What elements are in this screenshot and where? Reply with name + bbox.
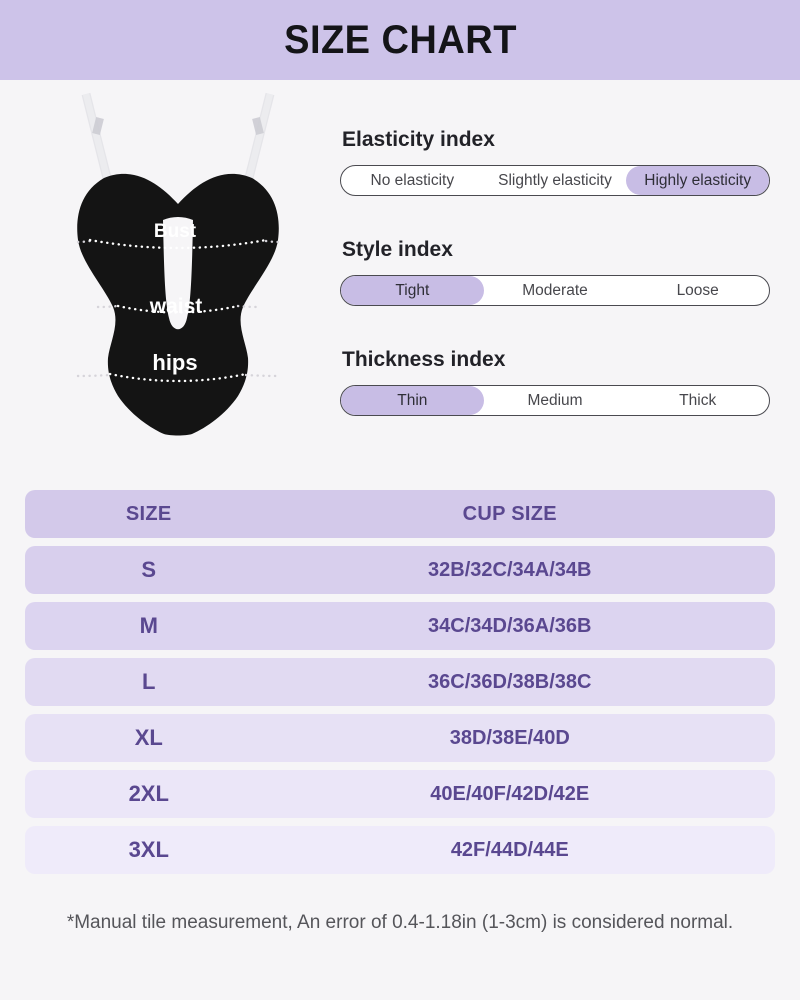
table-row: L 36C/36D/38B/38C bbox=[25, 658, 775, 706]
elasticity-index-bar: No elasticity Slightly elasticity Highly… bbox=[340, 165, 770, 196]
cup-size-cell: 32B/32C/34A/34B bbox=[428, 558, 592, 581]
elasticity-option-highly: Highly elasticity bbox=[626, 166, 769, 195]
size-cell: 2XL bbox=[128, 781, 169, 806]
bodysuit-illustration: Bust waist hips bbox=[76, 92, 282, 436]
hips-dotted-line bbox=[108, 372, 248, 383]
waist-label: waist bbox=[149, 295, 203, 318]
cup-size-cell: 42F/44D/44E bbox=[450, 838, 569, 861]
size-cell: S bbox=[141, 557, 157, 582]
bust-label: Bust bbox=[154, 221, 197, 242]
size-table: SIZE CUP SIZE S 32B/32C/34A/34B M 34C/34… bbox=[25, 490, 775, 882]
table-row: M 34C/34D/36A/36B bbox=[25, 602, 775, 650]
thickness-index-bar: Thin Medium Thick bbox=[340, 385, 770, 416]
thickness-option-thin: Thin bbox=[341, 386, 484, 415]
style-option-tight: Tight bbox=[341, 276, 484, 305]
size-cell: L bbox=[142, 669, 156, 694]
bodysuit-figure: Bust waist hips bbox=[38, 92, 318, 457]
style-index-bar: Tight Moderate Loose bbox=[340, 275, 770, 306]
bust-dotted-line bbox=[88, 238, 268, 250]
size-chart-banner: SIZE CHART bbox=[0, 0, 800, 80]
hips-label: hips bbox=[152, 350, 197, 375]
elasticity-index-title: Elasticity index bbox=[342, 128, 495, 151]
elasticity-index-group: Elasticity index No elasticity Slightly … bbox=[340, 128, 770, 196]
page-title: SIZE CHART bbox=[283, 17, 517, 62]
size-cell: XL bbox=[134, 725, 163, 750]
thickness-index-title: Thickness index bbox=[342, 348, 506, 371]
style-index-title: Style index bbox=[342, 238, 453, 261]
table-row: 3XL 42F/44D/44E bbox=[25, 826, 775, 874]
cup-size-cell: 34C/34D/36A/36B bbox=[428, 614, 592, 637]
plunge-cutout bbox=[163, 217, 193, 330]
thickness-option-thick: Thick bbox=[679, 391, 717, 409]
column-header-cup-size: CUP SIZE bbox=[462, 502, 557, 525]
cup-size-cell: 40E/40F/42D/42E bbox=[430, 782, 590, 805]
cup-size-cell: 36C/36D/38B/38C bbox=[428, 670, 592, 693]
strap-right bbox=[243, 92, 275, 184]
table-row: S 32B/32C/34A/34B bbox=[25, 546, 775, 594]
strap-left bbox=[81, 92, 113, 184]
style-option-moderate: Moderate bbox=[522, 281, 588, 299]
size-cell: 3XL bbox=[128, 837, 169, 862]
measurement-disclaimer: *Manual tile measurement, An error of 0.… bbox=[66, 912, 734, 933]
table-row: 2XL 40E/40F/42D/42E bbox=[25, 770, 775, 818]
thickness-index-group: Thickness index Thin Medium Thick bbox=[340, 348, 770, 416]
style-option-loose: Loose bbox=[676, 281, 719, 299]
table-row: XL 38D/38E/40D bbox=[25, 714, 775, 762]
measure-line-extensions bbox=[76, 239, 282, 378]
elasticity-option-slightly: Slightly elasticity bbox=[498, 171, 612, 189]
style-index-group: Style index Tight Moderate Loose bbox=[340, 238, 770, 306]
column-header-size: SIZE bbox=[125, 502, 172, 525]
thickness-option-medium: Medium bbox=[527, 391, 583, 409]
table-header-row: SIZE CUP SIZE bbox=[25, 490, 775, 538]
elasticity-option-no: No elasticity bbox=[370, 171, 455, 189]
cup-size-cell: 38D/38E/40D bbox=[449, 726, 570, 749]
index-panel: Elasticity index No elasticity Slightly … bbox=[340, 128, 770, 458]
size-cell: M bbox=[139, 613, 158, 638]
